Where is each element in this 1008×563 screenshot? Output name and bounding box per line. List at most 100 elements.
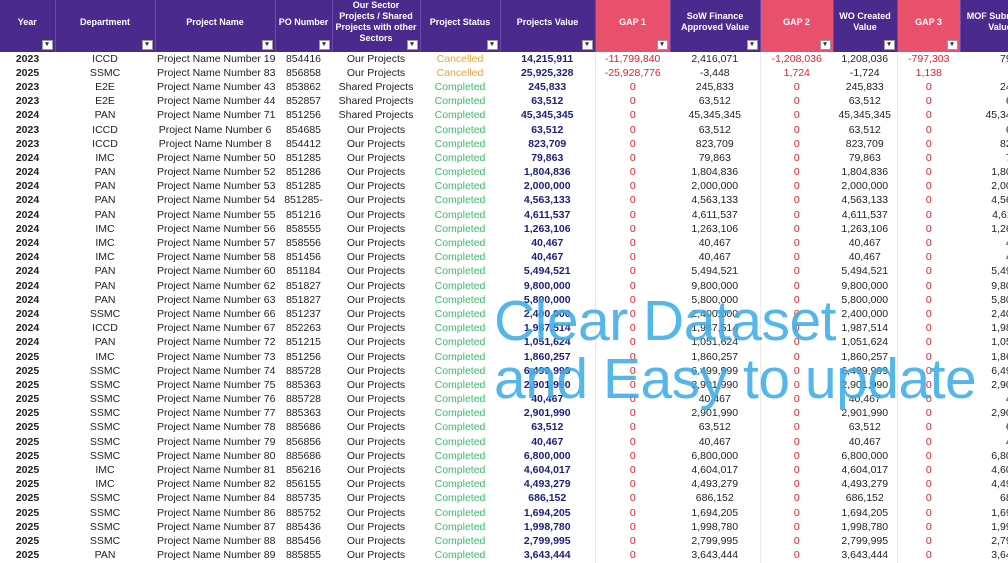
cell: ICCD (92, 123, 118, 136)
filter-button[interactable]: ▾ (656, 40, 668, 50)
cell: Our Projects (346, 279, 406, 292)
cell: 2024 (15, 109, 40, 122)
cell: Completed (434, 364, 486, 377)
cell: 0 (759, 534, 833, 549)
cell: 45,345,345 (985, 109, 1008, 122)
header-label: WO Created Value (839, 11, 891, 32)
cell: 0 (896, 420, 960, 436)
cell: 0 (594, 406, 670, 421)
cell: 0 (594, 349, 670, 365)
filter-button[interactable]: ▾ (746, 40, 758, 50)
column-header: GAP 1 ▾ (595, 0, 671, 52)
cell: 2,000,000 (691, 180, 739, 193)
cell: 2,901,990 (523, 407, 571, 420)
filter-button[interactable]: ▾ (486, 40, 498, 50)
table-row: 2025 SSMC Project Name Number 86 885752 Our … (0, 506, 1008, 521)
cell: PAN (94, 208, 116, 221)
cell: 858556 (285, 237, 322, 250)
cell: 5,800,000 (523, 293, 571, 306)
cell: 0 (594, 392, 670, 407)
cell: 856856 (285, 435, 322, 448)
filter-button[interactable]: ▾ (819, 40, 831, 50)
cell: 851286 (285, 166, 322, 179)
cell: Project Name Number 54 (157, 194, 275, 207)
table-row: 2025 SSMC Project Name Number 83 856858 Our … (0, 66, 1008, 81)
cell: 4,611,537 (992, 208, 1008, 221)
cell: Our Projects (346, 237, 406, 250)
cell: 9,800,000 (523, 279, 571, 292)
cell: 63,512 (531, 123, 564, 136)
filter-button[interactable]: ▾ (261, 40, 273, 50)
column-header: Project Status ▾ (420, 0, 501, 52)
cell: SSMC (89, 364, 121, 377)
cell: Completed (434, 237, 486, 250)
table-row: 2024 ICCD Project Name Number 67 852263 Our … (0, 321, 1008, 336)
cell: ICCD (92, 52, 118, 65)
cell: 245,833 (1000, 80, 1008, 93)
cell: 0 (896, 293, 960, 308)
cell: 0 (896, 392, 960, 407)
cell: 686,152 (845, 492, 884, 505)
cell: 40,467 (698, 393, 731, 406)
cell: Completed (434, 322, 486, 335)
cell: 0 (594, 94, 670, 109)
cell: 245,833 (528, 80, 567, 93)
cell: 0 (759, 406, 833, 421)
cell: 856155 (285, 478, 322, 491)
cell: 2,799,995 (691, 534, 739, 547)
cell: Completed (434, 95, 486, 108)
cell: 686,152 (1000, 492, 1008, 505)
cell: 9,800,000 (691, 279, 739, 292)
cell: 0 (594, 378, 670, 393)
cell: 40,467 (698, 435, 731, 448)
cell: 0 (759, 193, 833, 209)
cell: 2024 (15, 237, 40, 250)
cell: Project Name Number 57 (157, 237, 275, 250)
filter-button[interactable]: ▾ (581, 40, 593, 50)
filter-button[interactable]: ▾ (406, 40, 418, 50)
header-label: Projects Value (516, 16, 579, 27)
filter-button[interactable]: ▾ (883, 40, 895, 50)
cell: 1,694,205 (841, 506, 889, 519)
table-row: 2024 PAN Project Name Number 52 851286 Our P… (0, 165, 1008, 180)
cell: -3,448 (699, 66, 730, 79)
table-row: 2024 SSMC Project Name Number 66 851237 Our … (0, 307, 1008, 322)
cell: 854416 (285, 52, 322, 65)
cell: 2,901,990 (991, 407, 1008, 420)
cell: Project Name Number 52 (157, 166, 275, 179)
filter-button[interactable]: ▾ (318, 40, 330, 50)
cell: 2024 (15, 279, 40, 292)
cell: 1,987,514 (523, 322, 571, 335)
cell: Completed (434, 478, 486, 491)
cell: 823,709 (1000, 137, 1008, 150)
cell: 40,467 (531, 237, 564, 250)
cell: 856216 (285, 464, 322, 477)
cell: Project Name Number 58 (157, 251, 275, 264)
cell: 851237 (285, 307, 322, 320)
cell: 0 (759, 122, 833, 138)
cell: 1,998,780 (691, 520, 739, 533)
filter-button[interactable]: ▾ (946, 40, 958, 50)
cell: Project Name Number 72 (157, 336, 275, 349)
cell: 0 (896, 137, 960, 152)
cell: 0 (896, 449, 960, 464)
cell: Project Name Number 8 (158, 137, 272, 150)
cell: 0 (896, 506, 960, 521)
cell: Completed (434, 123, 486, 136)
table-row: 2023 E2E Project Name Number 44 852857 Share… (0, 94, 1008, 109)
cell: 0 (594, 435, 670, 450)
cell: 0 (594, 108, 670, 123)
cell: 1,804,836 (523, 166, 571, 179)
filter-button[interactable]: ▾ (141, 40, 153, 50)
cell: 2024 (15, 265, 40, 278)
cell: SSMC (89, 534, 121, 547)
cell: 2024 (15, 336, 40, 349)
cell: 0 (896, 477, 960, 492)
cell: 1,694,205 (691, 506, 739, 519)
filter-button[interactable]: ▾ (41, 40, 53, 50)
cell: 0 (594, 165, 670, 180)
cell: Our Projects (346, 180, 406, 193)
cell: Cancelled (436, 52, 484, 65)
cell: IMC (95, 251, 115, 264)
cell: SSMC (89, 393, 121, 406)
